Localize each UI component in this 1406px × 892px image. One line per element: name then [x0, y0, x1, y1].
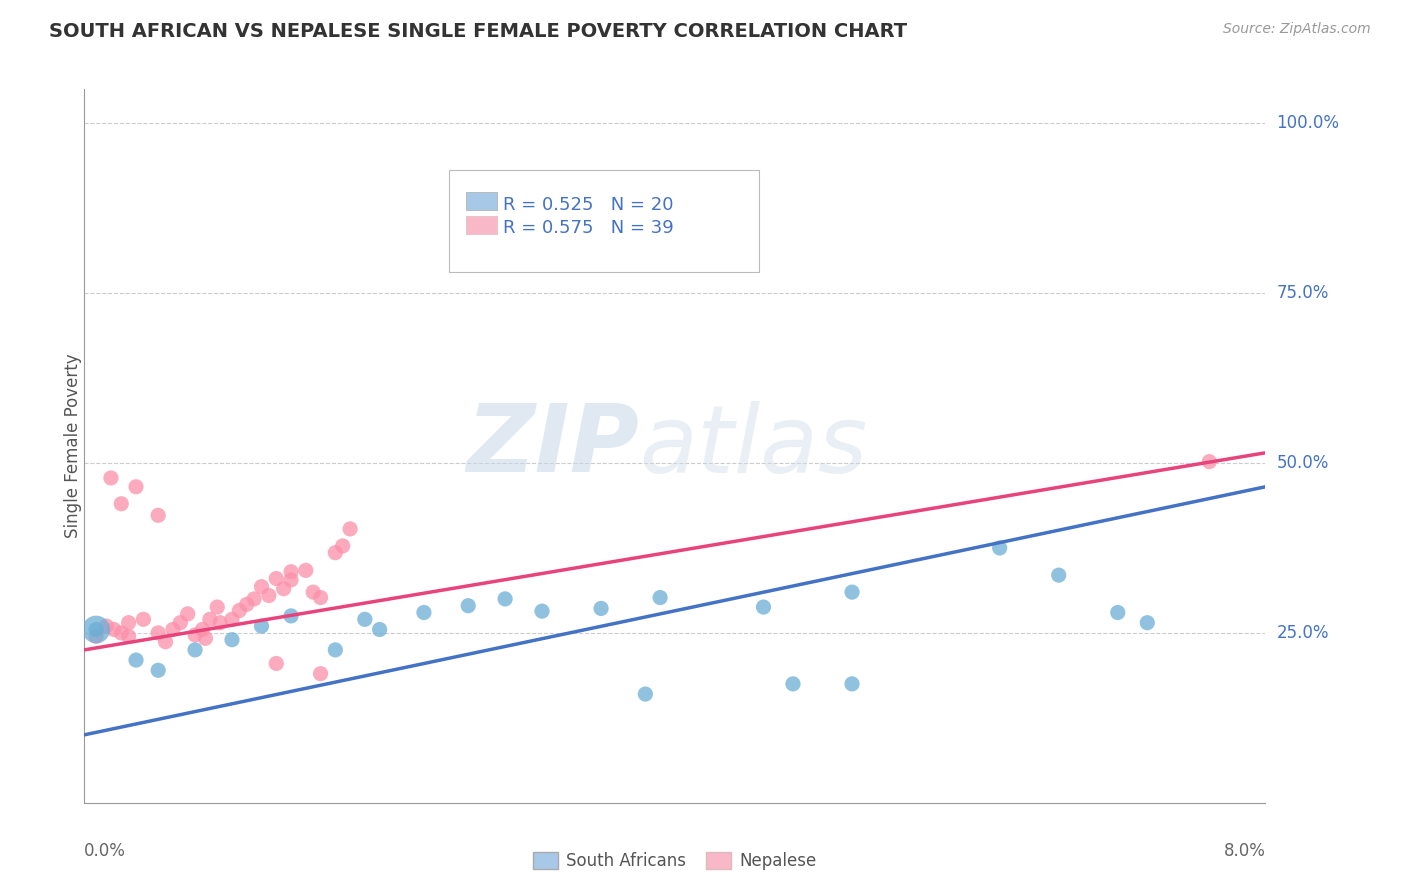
Point — [332, 539, 354, 553]
Point — [110, 497, 132, 511]
Point — [280, 573, 302, 587]
Point — [148, 626, 170, 640]
Point — [323, 546, 347, 560]
Point — [132, 612, 155, 626]
Text: 50.0%: 50.0% — [1277, 454, 1329, 472]
Text: ZIP: ZIP — [467, 400, 640, 492]
Point — [110, 626, 132, 640]
Text: 100.0%: 100.0% — [1277, 114, 1340, 132]
Point — [841, 585, 863, 599]
Point — [1136, 615, 1159, 630]
Point — [100, 471, 122, 485]
Point — [591, 601, 613, 615]
Point — [177, 607, 200, 621]
Point — [264, 572, 288, 586]
Point — [221, 612, 243, 626]
Point — [118, 629, 141, 643]
Point — [273, 582, 295, 596]
Point — [228, 603, 250, 617]
Point — [309, 591, 332, 605]
Point — [198, 612, 221, 626]
Point — [155, 634, 177, 648]
Point — [494, 591, 516, 606]
Text: Source: ZipAtlas.com: Source: ZipAtlas.com — [1223, 22, 1371, 37]
Point — [118, 615, 141, 630]
Point — [1107, 606, 1129, 620]
Text: SOUTH AFRICAN VS NEPALESE SINGLE FEMALE POVERTY CORRELATION CHART: SOUTH AFRICAN VS NEPALESE SINGLE FEMALE … — [49, 22, 907, 41]
Point — [125, 480, 148, 494]
Point — [194, 632, 217, 646]
Point — [280, 608, 302, 623]
Text: 25.0%: 25.0% — [1277, 624, 1329, 642]
Point — [205, 600, 228, 615]
Point — [96, 619, 118, 633]
Point — [84, 623, 107, 637]
Point — [752, 600, 775, 615]
Point — [634, 687, 657, 701]
Point — [250, 580, 273, 594]
Point — [235, 598, 259, 612]
Text: R = 0.525   N = 20: R = 0.525 N = 20 — [503, 196, 673, 214]
Legend: South Africans, Nepalese: South Africans, Nepalese — [526, 845, 824, 877]
Point — [191, 623, 214, 637]
Point — [280, 565, 302, 579]
Point — [221, 632, 243, 647]
Point — [84, 629, 107, 643]
Point — [531, 604, 554, 618]
Point — [354, 612, 377, 626]
Point — [323, 643, 347, 657]
Text: atlas: atlas — [640, 401, 868, 491]
Point — [148, 508, 170, 523]
Point — [413, 606, 436, 620]
Point — [457, 599, 479, 613]
Point — [103, 623, 125, 637]
Point — [125, 653, 148, 667]
Point — [184, 643, 207, 657]
Point — [841, 677, 863, 691]
Point — [302, 585, 325, 599]
Text: 75.0%: 75.0% — [1277, 284, 1329, 302]
Point — [257, 589, 280, 603]
Text: R = 0.575   N = 39: R = 0.575 N = 39 — [503, 219, 673, 237]
Point — [1047, 568, 1070, 582]
Point — [148, 663, 170, 677]
Point — [648, 591, 672, 605]
Point — [339, 522, 361, 536]
Point — [988, 541, 1011, 555]
Point — [243, 591, 266, 606]
Point — [264, 657, 288, 671]
Point — [295, 563, 318, 577]
Point — [368, 623, 391, 637]
Y-axis label: Single Female Poverty: Single Female Poverty — [65, 354, 82, 538]
Point — [184, 628, 207, 642]
Point — [309, 666, 332, 681]
Text: 0.0%: 0.0% — [84, 842, 127, 860]
Point — [84, 623, 107, 637]
Text: 8.0%: 8.0% — [1223, 842, 1265, 860]
Point — [162, 623, 184, 637]
Point — [209, 615, 232, 630]
Point — [1198, 455, 1220, 469]
Point — [169, 615, 191, 630]
Point — [250, 619, 273, 633]
Point — [782, 677, 804, 691]
